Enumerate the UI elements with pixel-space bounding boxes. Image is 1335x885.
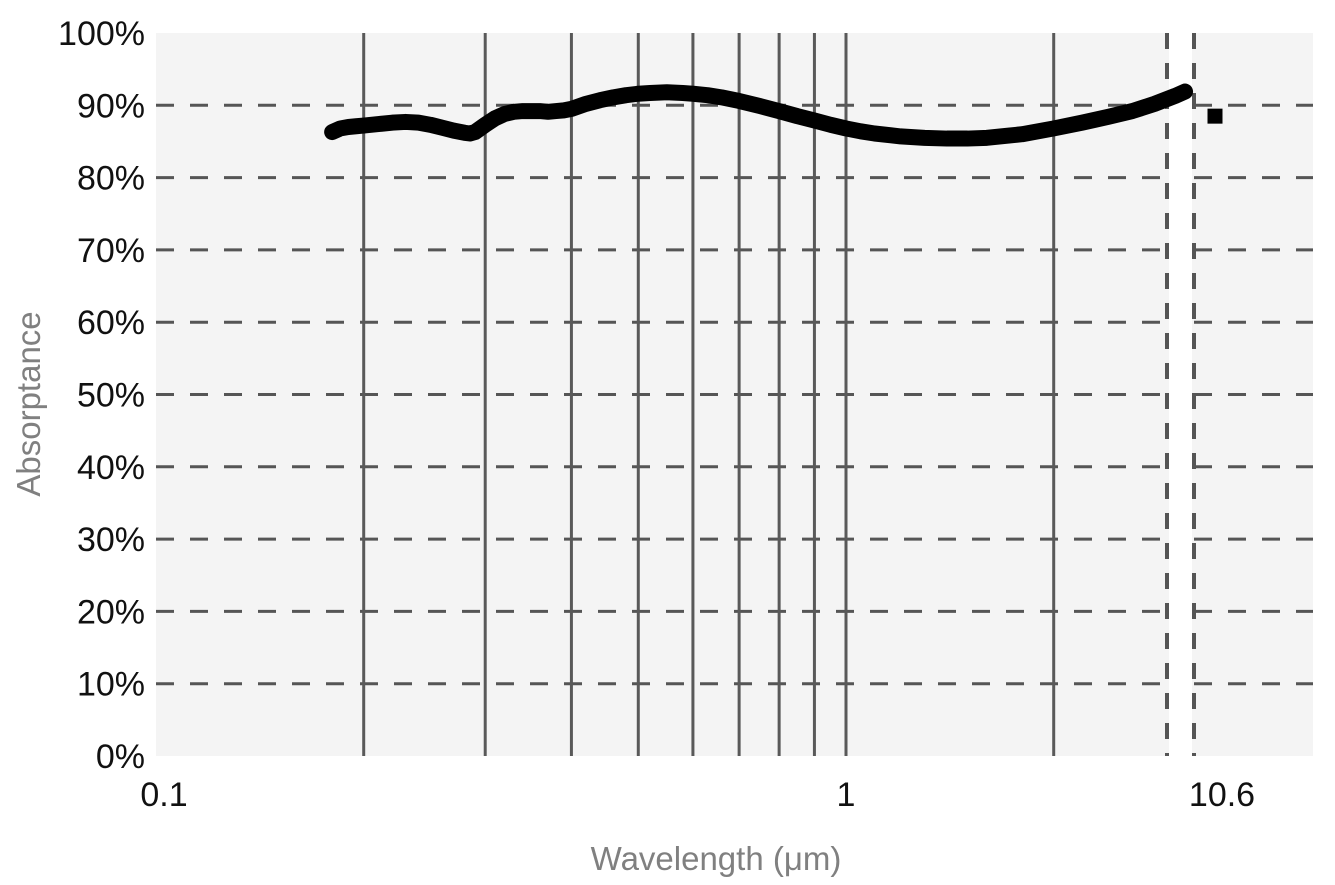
axis-break-marker — [1165, 33, 1196, 756]
y-tick-label: 0% — [96, 738, 145, 776]
y-tick-label: 40% — [77, 449, 145, 487]
y-axis-tick-labels: 0% 10% 20% 30% 40% 50% 60% 70% 80% 90% 100% — [58, 15, 145, 776]
x-tick-label: 10.6 — [1189, 776, 1255, 814]
y-tick-label: 30% — [77, 521, 145, 559]
y-axis-title: Absorptance — [10, 311, 47, 496]
axis-break-gap — [1169, 33, 1192, 756]
x-gridlines — [362, 33, 1056, 756]
y-tick-label: 50% — [77, 377, 145, 415]
y-tick-label: 100% — [58, 15, 145, 53]
y-tick-label: 80% — [77, 160, 145, 198]
y-tick-label: 60% — [77, 304, 145, 342]
data-points-layer — [1207, 108, 1223, 124]
x-tick-label: 0.1 — [140, 776, 187, 814]
series-line-0 — [324, 83, 1194, 147]
y-tick-label: 20% — [77, 593, 145, 631]
x-axis-title: Wavelength (μm) — [591, 840, 842, 877]
x-axis-tick-labels: 0.1 1 10.6 — [140, 776, 1255, 814]
data-point-marker-0 — [1207, 108, 1223, 124]
data-series-layer — [324, 83, 1194, 147]
y-tick-label: 70% — [77, 232, 145, 270]
y-tick-label: 90% — [77, 87, 145, 125]
x-tick-label: 1 — [837, 776, 856, 814]
y-tick-label: 10% — [77, 666, 145, 704]
